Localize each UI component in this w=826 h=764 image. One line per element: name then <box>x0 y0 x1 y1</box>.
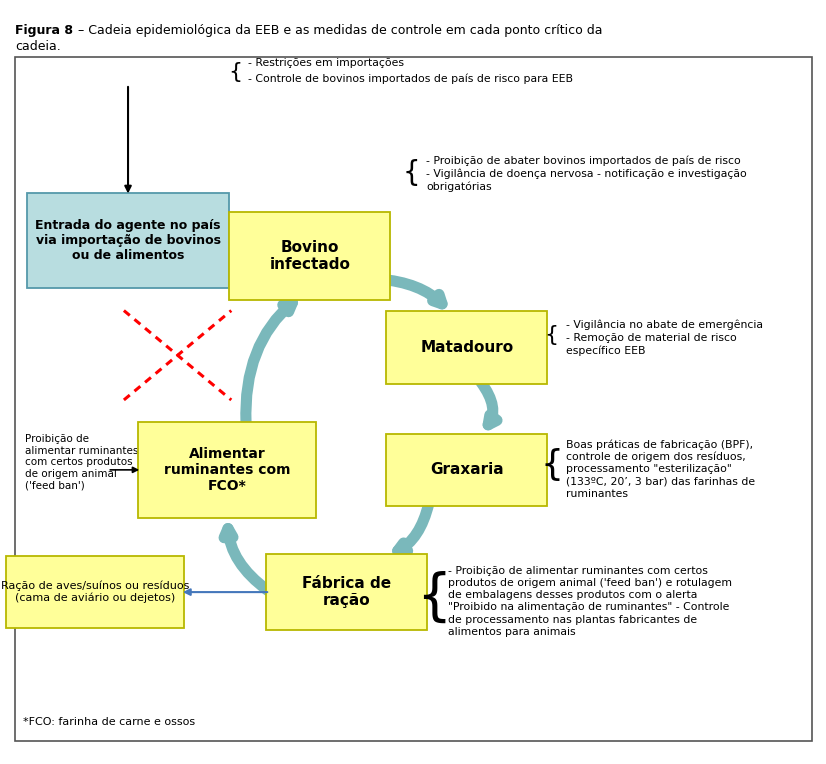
Text: cadeia.: cadeia. <box>15 40 60 53</box>
Text: Fábrica de
ração: Fábrica de ração <box>302 576 392 608</box>
Text: {: { <box>544 325 559 345</box>
Text: {: { <box>540 448 563 481</box>
Text: ruminantes: ruminantes <box>566 488 628 499</box>
FancyBboxPatch shape <box>7 556 183 628</box>
FancyBboxPatch shape <box>15 57 812 741</box>
Text: {: { <box>416 571 451 624</box>
Text: - Proibição de alimentar ruminantes com certos: - Proibição de alimentar ruminantes com … <box>448 565 708 576</box>
Text: obrigatórias: obrigatórias <box>426 181 491 192</box>
Text: Proibição de
alimentar ruminantes
com certos produtos
de origem animal
('feed ba: Proibição de alimentar ruminantes com ce… <box>25 434 138 490</box>
Text: Entrada do agente no país
via importação de bovinos
ou de alimentos: Entrada do agente no país via importação… <box>36 219 221 262</box>
Text: (133ºC, 20’, 3 bar) das farinhas de: (133ºC, 20’, 3 bar) das farinhas de <box>566 476 755 487</box>
Text: - Remoção de material de risco: - Remoção de material de risco <box>566 332 737 343</box>
Text: processamento "esterilização": processamento "esterilização" <box>566 464 732 474</box>
Text: - Controle de bovinos importados de país de risco para EEB: - Controle de bovinos importados de país… <box>248 73 572 84</box>
Text: - Vigilância de doença nervosa - notificação e investigação: - Vigilância de doença nervosa - notific… <box>426 168 747 179</box>
Text: Boas práticas de fabricação (BPF),: Boas práticas de fabricação (BPF), <box>566 439 753 450</box>
FancyBboxPatch shape <box>386 433 547 506</box>
FancyBboxPatch shape <box>139 422 316 518</box>
Text: Alimentar
ruminantes com
FCO*: Alimentar ruminantes com FCO* <box>164 447 291 493</box>
Text: específico EEB: específico EEB <box>566 345 645 356</box>
Text: controle de origem dos resíduos,: controle de origem dos resíduos, <box>566 452 746 462</box>
Text: Figura 8: Figura 8 <box>15 24 73 37</box>
FancyBboxPatch shape <box>229 212 390 299</box>
Text: "Proibido na alimentação de ruminantes" - Controle: "Proibido na alimentação de ruminantes" … <box>448 602 729 613</box>
Text: Graxaria: Graxaria <box>430 462 504 478</box>
Text: Matadouro: Matadouro <box>420 340 513 355</box>
Text: de embalagens desses produtos com o alerta: de embalagens desses produtos com o aler… <box>448 590 697 601</box>
Text: produtos de origem animal ('feed ban') e rotulagem: produtos de origem animal ('feed ban') e… <box>448 578 732 588</box>
Text: - Vigilância no abate de emergência: - Vigilância no abate de emergência <box>566 319 762 330</box>
Text: Bovino
infectado: Bovino infectado <box>269 240 350 272</box>
Text: {: { <box>228 62 243 82</box>
Text: *FCO: farinha de carne e ossos: *FCO: farinha de carne e ossos <box>23 717 195 727</box>
Text: - Proibição de abater bovinos importados de país de risco: - Proibição de abater bovinos importados… <box>426 155 741 166</box>
Text: alimentos para animais: alimentos para animais <box>448 626 576 637</box>
FancyBboxPatch shape <box>386 312 547 384</box>
Text: Ração de aves/suínos ou resíduos
(cama de aviário ou dejetos): Ração de aves/suínos ou resíduos (cama d… <box>1 581 189 604</box>
Text: – Cadeia epidemiológica da EEB e as medidas de controle em cada ponto crítico da: – Cadeia epidemiológica da EEB e as medi… <box>74 24 603 37</box>
Text: - Restrições em importações: - Restrições em importações <box>248 57 404 68</box>
FancyBboxPatch shape <box>266 554 428 630</box>
FancyBboxPatch shape <box>27 193 230 288</box>
Text: {: { <box>402 160 420 187</box>
Text: de processamento nas plantas fabricantes de: de processamento nas plantas fabricantes… <box>448 614 697 625</box>
